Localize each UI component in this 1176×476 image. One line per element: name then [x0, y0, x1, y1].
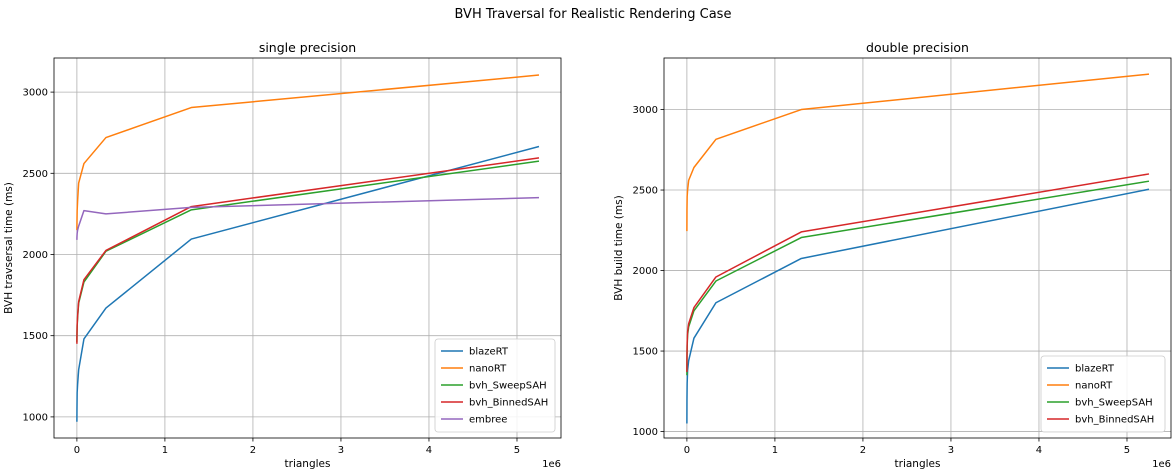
series-line-bvh_SweepSAH — [686, 180, 1150, 376]
x-tick-label: 3 — [338, 445, 344, 456]
y-axis-label: BVH travsersal time (ms) — [3, 182, 15, 314]
y-tick-label: 2500 — [23, 169, 48, 180]
x-tick-label: 5 — [1124, 445, 1130, 456]
legend-label-nanoRT: nanoRT — [1075, 381, 1113, 392]
plot-frame — [663, 57, 1172, 439]
y-tick-label: 1500 — [23, 331, 48, 342]
series-line-embree — [76, 196, 540, 240]
panel-title: single precision — [259, 40, 356, 55]
chart-panel-2: 0 1 2 3 4 5 1000 1500 2000 2500 3000 1e6 double prec… — [613, 40, 1172, 470]
legend-label-blazeRT: blazeRT — [1075, 364, 1115, 375]
legend-label-bvh_BinnedSAH: bvh_BinnedSAH — [1075, 415, 1154, 426]
plot-frame — [53, 57, 562, 439]
series-line-bvh_SweepSAH — [76, 160, 540, 343]
x-tick-label: 4 — [1036, 445, 1042, 456]
y-tick-label: 2500 — [633, 186, 658, 197]
y-tick-label: 1500 — [633, 347, 658, 358]
x-axis-label: triangles — [895, 458, 941, 470]
figure-title: BVH Traversal for Realistic Rendering Ca… — [455, 7, 732, 22]
series-line-blazeRT — [686, 188, 1150, 424]
legend-box — [434, 338, 556, 433]
x-offset-text: 1e6 — [542, 459, 561, 470]
x-tick-label: 4 — [426, 445, 432, 456]
x-tick-label: 0 — [74, 445, 80, 456]
y-tick-label: 1000 — [633, 427, 658, 438]
series-line-nanoRT — [686, 73, 1150, 232]
series-line-nanoRT — [76, 74, 540, 231]
y-tick-label: 3000 — [633, 105, 658, 116]
legend-label-blazeRT: blazeRT — [469, 347, 509, 358]
legend-label-bvh_SweepSAH: bvh_SweepSAH — [469, 381, 547, 392]
legend-label-bvh_BinnedSAH: bvh_BinnedSAH — [469, 398, 548, 409]
x-offset-text: 1e6 — [1152, 459, 1171, 470]
x-axis-label: triangles — [285, 458, 331, 470]
panel-title: double precision — [866, 40, 969, 55]
legend-label-embree: embree — [469, 415, 507, 426]
x-tick-label: 5 — [514, 445, 520, 456]
x-tick-label: 0 — [684, 445, 690, 456]
x-tick-label: 2 — [860, 445, 866, 456]
y-tick-label: 3000 — [23, 88, 48, 99]
y-axis-label: BVH build time (ms) — [613, 195, 625, 300]
legend-label-nanoRT: nanoRT — [469, 364, 507, 375]
x-tick-label: 1 — [772, 445, 778, 456]
y-tick-label: 2000 — [633, 266, 658, 277]
legend-box — [1040, 355, 1166, 433]
legend-label-bvh_SweepSAH: bvh_SweepSAH — [1075, 398, 1153, 409]
x-tick-label: 3 — [948, 445, 954, 456]
y-tick-label: 2000 — [23, 250, 48, 261]
legend: blazeRT nanoRT bvh_SweepSAH bvh_BinnedSAH — [1040, 355, 1166, 433]
y-tick-label: 1000 — [23, 412, 48, 423]
legend: blazeRT nanoRT bvh_SweepSAH bvh_BinnedSAHem… — [434, 338, 556, 433]
series-line-blazeRT — [76, 145, 540, 422]
x-tick-label: 1 — [162, 445, 168, 456]
x-tick-label: 2 — [250, 445, 256, 456]
series-line-bvh_BinnedSAH — [686, 173, 1150, 372]
series-line-bvh_BinnedSAH — [76, 157, 540, 344]
chart-panel-1: 0 1 2 3 4 5 1000 1500 2000 2500 3000 1e6 single prec… — [3, 40, 562, 470]
